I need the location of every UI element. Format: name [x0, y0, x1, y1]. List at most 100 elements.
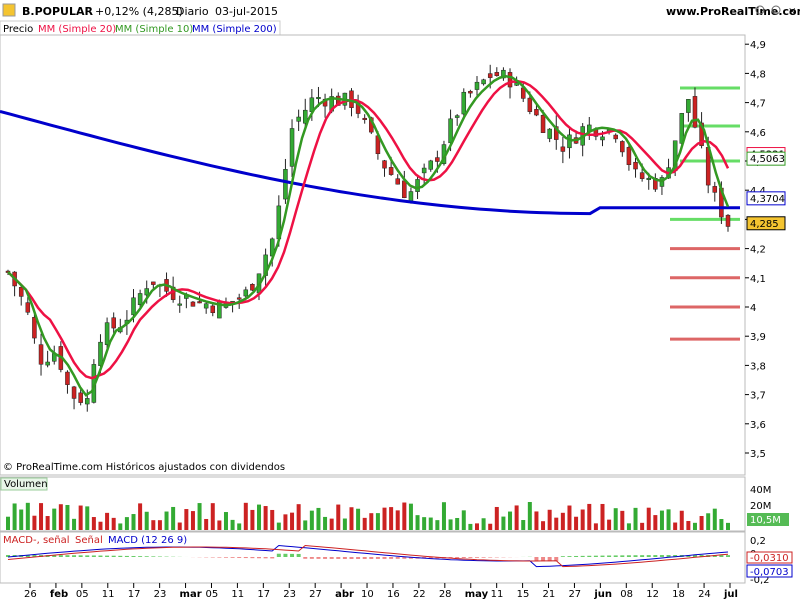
ma200-line: [0, 109, 740, 216]
volume-bar: [441, 502, 446, 530]
candle: [725, 214, 731, 232]
candle: [38, 333, 44, 376]
settings-icon[interactable]: [2, 3, 16, 17]
candle: [177, 295, 182, 313]
candle: [461, 88, 467, 118]
volume-bar: [395, 510, 400, 530]
volume-bar: [210, 503, 215, 530]
volume-bar: [19, 509, 24, 530]
candle: [501, 67, 506, 81]
volume-bar: [230, 519, 235, 530]
price-badge: [746, 191, 786, 206]
volume-bar: [626, 523, 631, 530]
minimize-icon[interactable]: [755, 5, 765, 15]
volume-current-value: 10,5M: [750, 515, 781, 526]
macd-signal-badge: [746, 551, 793, 564]
close-icon[interactable]: ×: [788, 6, 796, 17]
date-tick-label: mar: [180, 589, 202, 600]
volume-bar: [521, 520, 526, 530]
date-tick-label: abr: [335, 589, 354, 600]
volume-bar: [712, 508, 717, 530]
volume-bar: [65, 504, 70, 530]
window-controls: ×: [755, 5, 796, 17]
volume-bar: [329, 518, 334, 530]
volume-bar: [640, 522, 645, 530]
volume-bar: [316, 507, 321, 530]
volume-bar: [415, 515, 420, 530]
maximize-icon[interactable]: [771, 5, 781, 15]
volume-bar: [574, 516, 579, 530]
volume-bar: [461, 510, 466, 530]
candle: [32, 310, 37, 344]
volume-tick-40m: 40M: [750, 485, 771, 496]
date-tick-label: 27: [309, 589, 322, 600]
candle: [468, 89, 473, 98]
candle: [71, 385, 77, 410]
date-tick-label: 21: [543, 589, 556, 600]
date-tick-label: 11: [102, 589, 115, 600]
date-tick-label: 11: [231, 589, 244, 600]
legend-ma200: MM (Simple 200): [192, 24, 277, 35]
volume-bar: [177, 522, 182, 530]
volume-bar: [25, 502, 30, 530]
copyright-text: © ProRealTime.com Históricos ajustados c…: [3, 461, 285, 473]
candle: [659, 175, 665, 195]
volume-current-badge: [747, 513, 789, 526]
macd-label-main: MACD (12 26 9): [108, 535, 187, 546]
date-tick-label: feb: [50, 589, 68, 600]
volume-bar: [422, 517, 427, 530]
volume-bar: [666, 509, 671, 530]
macd-tick-neg: -0,2: [750, 575, 770, 586]
candle: [547, 128, 552, 143]
date-label: 03-jul-2015: [215, 5, 278, 18]
date-tick-label: 27: [568, 589, 581, 600]
candle: [12, 271, 17, 297]
volume-bar: [633, 507, 638, 530]
volume-bar: [111, 517, 116, 530]
candle: [25, 296, 31, 316]
volume-bar: [98, 521, 103, 530]
volume-bar: [382, 507, 387, 530]
date-tick-label: 23: [283, 589, 296, 600]
volume-bar: [653, 515, 658, 530]
date-tick-label: 18: [672, 589, 685, 600]
volume-bar: [428, 517, 433, 530]
date-tick-label: 15: [517, 589, 530, 600]
price-tick-label: 3,6: [750, 420, 766, 431]
volume-bar: [587, 503, 592, 530]
volume-bar: [197, 503, 202, 530]
candle: [567, 128, 572, 159]
volume-bar: [118, 523, 123, 530]
volume-bar: [157, 520, 162, 530]
volume-bar: [547, 509, 552, 530]
volume-bar: [12, 503, 17, 530]
volume-bar: [164, 511, 169, 530]
date-tick-label: 24: [698, 589, 711, 600]
volume-bar: [39, 503, 44, 530]
candle: [151, 281, 156, 289]
volume-bar: [508, 511, 513, 530]
volume-bar: [290, 512, 295, 530]
candle: [78, 387, 83, 406]
support-resistance-levels: [670, 86, 740, 341]
volume-bar: [494, 506, 499, 530]
volume-bar: [567, 505, 572, 530]
price-tick-label: 3,8: [750, 361, 766, 372]
candle: [428, 159, 434, 172]
price-tick-label: 3,7: [750, 391, 766, 402]
volume-bar: [607, 519, 612, 530]
volume-bar: [72, 518, 77, 530]
candle: [481, 78, 486, 86]
macd-tick-0-2: 0,2: [750, 536, 766, 547]
volume-bar: [488, 523, 493, 530]
volume-tick-20m: 20M: [750, 501, 771, 512]
price-tick-label: 3,5: [750, 449, 766, 460]
volume-bar: [78, 505, 83, 530]
volume-bar: [646, 507, 651, 530]
date-tick-label: 12: [646, 589, 659, 600]
date-tick-label: 17: [257, 589, 270, 600]
date-tick-label: 17: [128, 589, 141, 600]
macd-signal-line: [7, 544, 729, 568]
price-badge-value: 4,5063: [750, 154, 785, 165]
volume-bar: [263, 506, 268, 530]
